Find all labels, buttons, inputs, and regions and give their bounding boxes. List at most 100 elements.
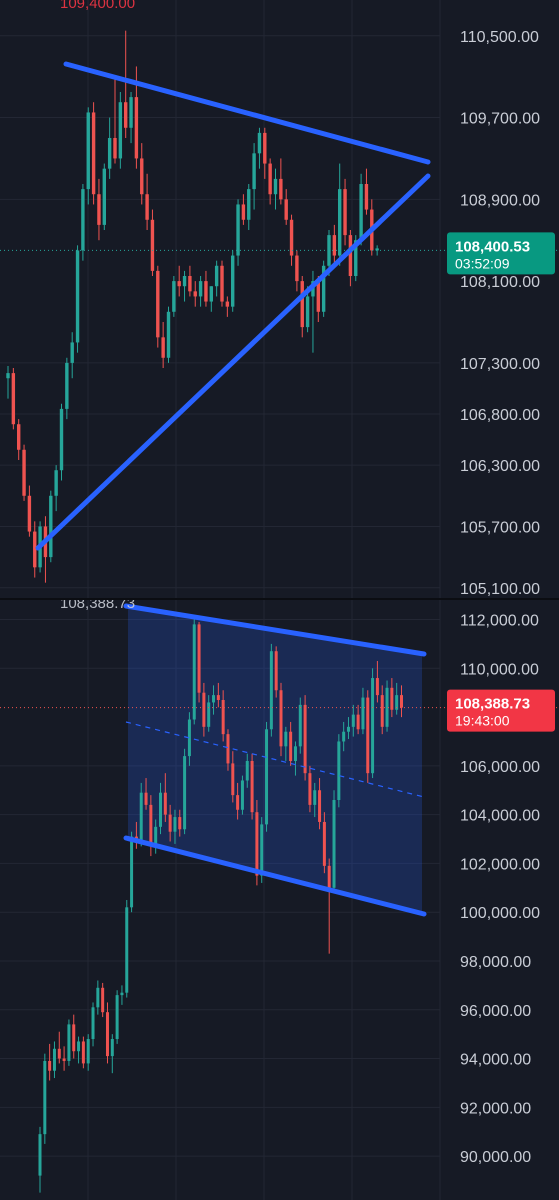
y-tick-label: 92,000.00: [460, 1100, 531, 1117]
candle: [265, 721, 269, 832]
candle-body: [144, 792, 148, 805]
candle: [120, 985, 124, 1005]
candle: [390, 678, 394, 718]
candle-body: [130, 836, 134, 908]
candle-body: [6, 373, 10, 379]
candle: [130, 831, 134, 913]
candle-body: [11, 373, 16, 425]
candle-body: [255, 812, 259, 876]
candle: [102, 163, 106, 230]
price-badge-countdown: 03:52:09: [455, 255, 510, 271]
candle-body: [236, 204, 240, 256]
candle-body: [173, 817, 177, 832]
candle: [101, 982, 105, 1018]
candle-body: [159, 792, 162, 827]
candle-body: [385, 687, 389, 727]
candle: [214, 260, 219, 297]
candle-body: [241, 204, 246, 220]
candle-body: [129, 97, 133, 128]
candle-body: [209, 286, 213, 302]
candle: [263, 127, 267, 179]
candle-body: [351, 714, 355, 727]
candle: [22, 444, 26, 501]
candle-body: [380, 695, 384, 727]
candle-body: [62, 1058, 66, 1061]
candle: [188, 265, 192, 297]
candle-body: [337, 741, 341, 800]
candle: [57, 1031, 61, 1064]
candle: [359, 173, 363, 246]
candle-body: [375, 678, 379, 696]
candle-body: [274, 651, 278, 691]
candle: [86, 1034, 90, 1071]
y-tick-label: 106,300.00: [460, 458, 540, 475]
candle: [366, 690, 370, 783]
candle-body: [188, 276, 192, 292]
candle-body: [356, 714, 360, 730]
candle-body: [342, 731, 346, 742]
candle: [348, 230, 353, 287]
candle: [303, 695, 307, 781]
candle: [284, 726, 288, 761]
candle: [322, 812, 326, 874]
y-tick-label: 98,000.00: [460, 954, 531, 971]
lower-trendline: [35, 173, 431, 551]
candle-body: [289, 731, 293, 761]
candle-body: [183, 756, 187, 830]
candle-body: [140, 158, 144, 195]
candle: [91, 102, 96, 205]
price-badge-value: 108,388.73: [455, 696, 530, 713]
candle: [245, 753, 249, 788]
y-axis: 110,500.00 109,700.00 108,900.00 107,300.00…: [460, 29, 540, 598]
candle-body: [265, 729, 269, 825]
candle: [65, 357, 69, 420]
y-tick-label: 107,300.00: [460, 356, 540, 373]
y-tick-label: 106,000.00: [460, 759, 540, 776]
candle: [178, 809, 182, 837]
channel-chart[interactable]: 112,000.00 110,000.00 106,000.00 104,000.00…: [0, 600, 559, 1200]
candle: [351, 704, 355, 737]
candle: [145, 173, 149, 230]
candle: [395, 682, 399, 715]
candle-body: [212, 695, 216, 703]
candle-body: [149, 804, 153, 847]
candle: [321, 260, 326, 317]
candle-body: [97, 194, 101, 225]
candle-body: [359, 184, 363, 241]
candle: [177, 265, 181, 297]
candle-body: [65, 362, 69, 409]
candle: [308, 765, 312, 813]
candle-body: [327, 865, 331, 888]
candle: [72, 1014, 76, 1059]
candle: [17, 419, 21, 460]
candle-body: [279, 690, 283, 747]
candle: [139, 782, 143, 847]
candle-body: [77, 1041, 81, 1052]
candle: [220, 260, 224, 307]
candle: [67, 1019, 71, 1066]
candle-body: [113, 138, 117, 159]
candle-body: [33, 531, 37, 568]
candle: [96, 980, 100, 1015]
triangle-chart[interactable]: 110,500.00 109,700.00 108,900.00 107,300.00…: [0, 0, 559, 598]
candle-body: [115, 995, 119, 1040]
y-tick-label: 110,500.00: [460, 29, 539, 46]
y-tick-label: 106,800.00: [460, 407, 540, 424]
candle-body: [145, 194, 149, 220]
candle: [298, 697, 302, 754]
candle-body: [182, 276, 187, 287]
grid-lines: [0, 0, 441, 598]
candle-body: [226, 734, 230, 764]
candle-body: [207, 702, 211, 727]
candle-body: [321, 265, 326, 312]
candle-body: [400, 695, 403, 708]
candle: [356, 704, 360, 735]
candle-body: [120, 992, 124, 996]
candle: [91, 1002, 95, 1047]
candle: [250, 753, 254, 820]
candle-body: [102, 168, 106, 225]
candle: [268, 158, 272, 205]
triangle-chart-panel: 110,500.00 109,700.00 108,900.00 107,300.00…: [0, 0, 559, 598]
candle: [202, 682, 206, 737]
candles: [6, 30, 379, 583]
